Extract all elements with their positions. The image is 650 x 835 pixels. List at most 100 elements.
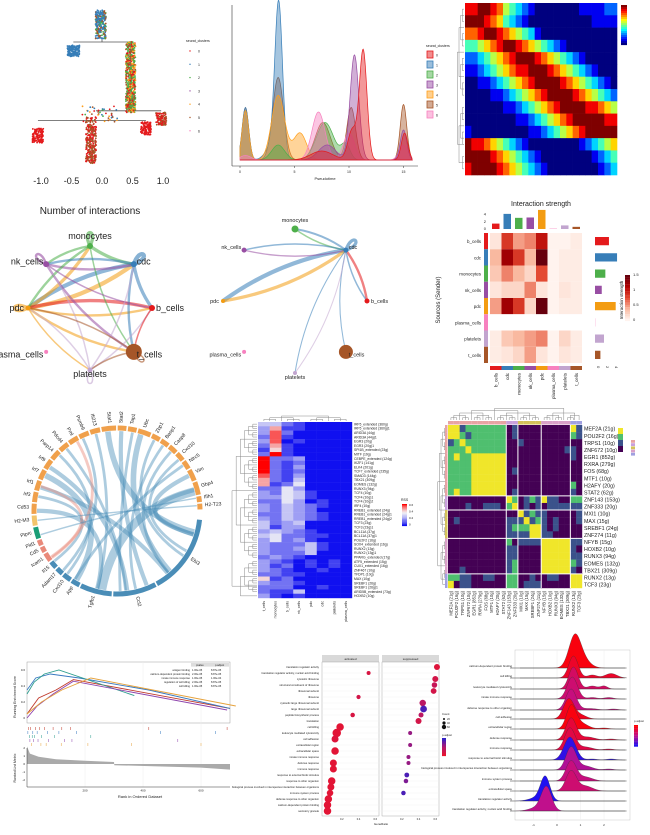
- heatmap-cell: [535, 559, 542, 567]
- cell-point: [75, 51, 78, 54]
- heatmap-cell: [576, 531, 583, 539]
- col-label: nk_cells: [297, 601, 301, 614]
- heatmap-cell: [512, 580, 519, 589]
- heatmap-cell: [281, 537, 294, 543]
- heatmap-cell: [570, 439, 577, 447]
- term-label: innate immune response: [290, 755, 320, 759]
- cell-point: [93, 159, 96, 162]
- row-label: SREBF1 (26g): [354, 581, 376, 585]
- heatmap-cell: [529, 453, 536, 461]
- node-label: monocytes: [282, 218, 309, 224]
- heatmap-cell: [566, 76, 573, 90]
- heatmap-cell: [471, 517, 478, 525]
- cell-point: [38, 134, 41, 137]
- row-label: IRF5_extended (360g): [354, 422, 388, 426]
- heatmap-cell: [471, 27, 478, 41]
- cell-point: [88, 120, 90, 123]
- colorbar-segment: [442, 753, 446, 755]
- cell-point: [94, 132, 96, 135]
- heatmap-cell: [576, 488, 583, 497]
- row-color-strip: [484, 314, 488, 331]
- sector-label: Cxcl10: [52, 579, 66, 595]
- heatmap-cell: [453, 538, 460, 546]
- cell-point: [40, 137, 43, 139]
- cell-point: [134, 85, 137, 88]
- p-adjust: 8.87e-05: [211, 680, 222, 684]
- heatmap-cell: [459, 524, 466, 532]
- heatmap-cell: [488, 573, 495, 582]
- heatmap-cell: [477, 439, 484, 447]
- heatmap-cell: [453, 425, 460, 433]
- chord-sector: [89, 427, 101, 435]
- cell-point: [134, 101, 137, 103]
- heatmap-cell: [522, 150, 529, 164]
- enrichment-dot: [366, 671, 371, 675]
- heatmap-cell: [281, 529, 294, 534]
- enrichment-dot: [430, 688, 437, 694]
- legend-tick-label: 1.5: [633, 272, 639, 277]
- heatmap-cell: [506, 580, 513, 589]
- heatmap-cell: [547, 524, 554, 532]
- node-cdc: [343, 247, 349, 253]
- col-label: cdc: [505, 372, 510, 380]
- heatmap-cell: [576, 573, 583, 582]
- heatmap-cell: [529, 517, 536, 525]
- heatmap-cell: [547, 566, 554, 575]
- cell-point: [90, 128, 93, 131]
- heatmap-cell: [515, 150, 523, 164]
- module-annotation: [570, 421, 577, 425]
- cell-point: [133, 52, 136, 55]
- heatmap-cell: [340, 546, 353, 551]
- heatmap-cell: [316, 520, 329, 526]
- heatmap-cell: [547, 467, 554, 475]
- heatmap-cell: [517, 495, 524, 504]
- heatmap-cell: [328, 447, 341, 453]
- heatmap-cell: [459, 446, 466, 454]
- heatmap-cell: [258, 580, 270, 586]
- heatmap-cell: [547, 101, 554, 114]
- heatmap-cell: [471, 89, 478, 102]
- heatmap-cell: [585, 52, 592, 65]
- cell-point: [113, 105, 115, 108]
- heatmap-cell: [559, 281, 571, 298]
- heatmap-cell: [534, 76, 542, 90]
- heatmap-cell: [316, 430, 329, 436]
- col-label: STAT2 (62g): [501, 590, 506, 614]
- cell-point: [71, 52, 73, 55]
- pvalue: 1.00e-05: [192, 668, 203, 672]
- cell-point: [101, 37, 104, 40]
- heatmap-cell: [547, 64, 554, 78]
- heatmap-cell: [564, 517, 571, 525]
- heatmap-cell: [515, 138, 523, 151]
- heatmap-cell: [316, 525, 329, 530]
- facet-header: [382, 655, 439, 662]
- module-annotation: [465, 421, 472, 425]
- heatmap-cell: [512, 552, 519, 560]
- cell-point: [131, 66, 134, 68]
- heatmap-cell: [477, 89, 485, 102]
- cell-point: [104, 17, 107, 20]
- colorbar-segment: [402, 522, 407, 524]
- heatmap-cell: [506, 566, 513, 575]
- cell-point: [145, 122, 147, 125]
- chord-sector: [49, 560, 58, 570]
- heatmap-cell: [535, 580, 542, 589]
- heatmap-cell: [316, 439, 329, 444]
- bar-tick-label: 0: [484, 226, 487, 231]
- heatmap-cell: [500, 531, 507, 539]
- heatmap-cell: [488, 460, 495, 468]
- heatmap-cell: [340, 567, 353, 573]
- cell-point: [125, 94, 128, 96]
- chord-sector: [167, 444, 178, 455]
- cell-point: [91, 151, 94, 154]
- col-color-strip: [570, 366, 582, 370]
- cell-point: [36, 141, 38, 144]
- heatmap-cell: [515, 39, 523, 53]
- cell-point: [92, 144, 95, 147]
- heatmap-cell: [490, 125, 497, 139]
- cell-point: [156, 121, 159, 123]
- heatmap-cell: [340, 443, 353, 448]
- cell-point: [101, 20, 104, 23]
- heatmap-cell: [509, 125, 516, 139]
- enrichment-dot: [404, 772, 410, 778]
